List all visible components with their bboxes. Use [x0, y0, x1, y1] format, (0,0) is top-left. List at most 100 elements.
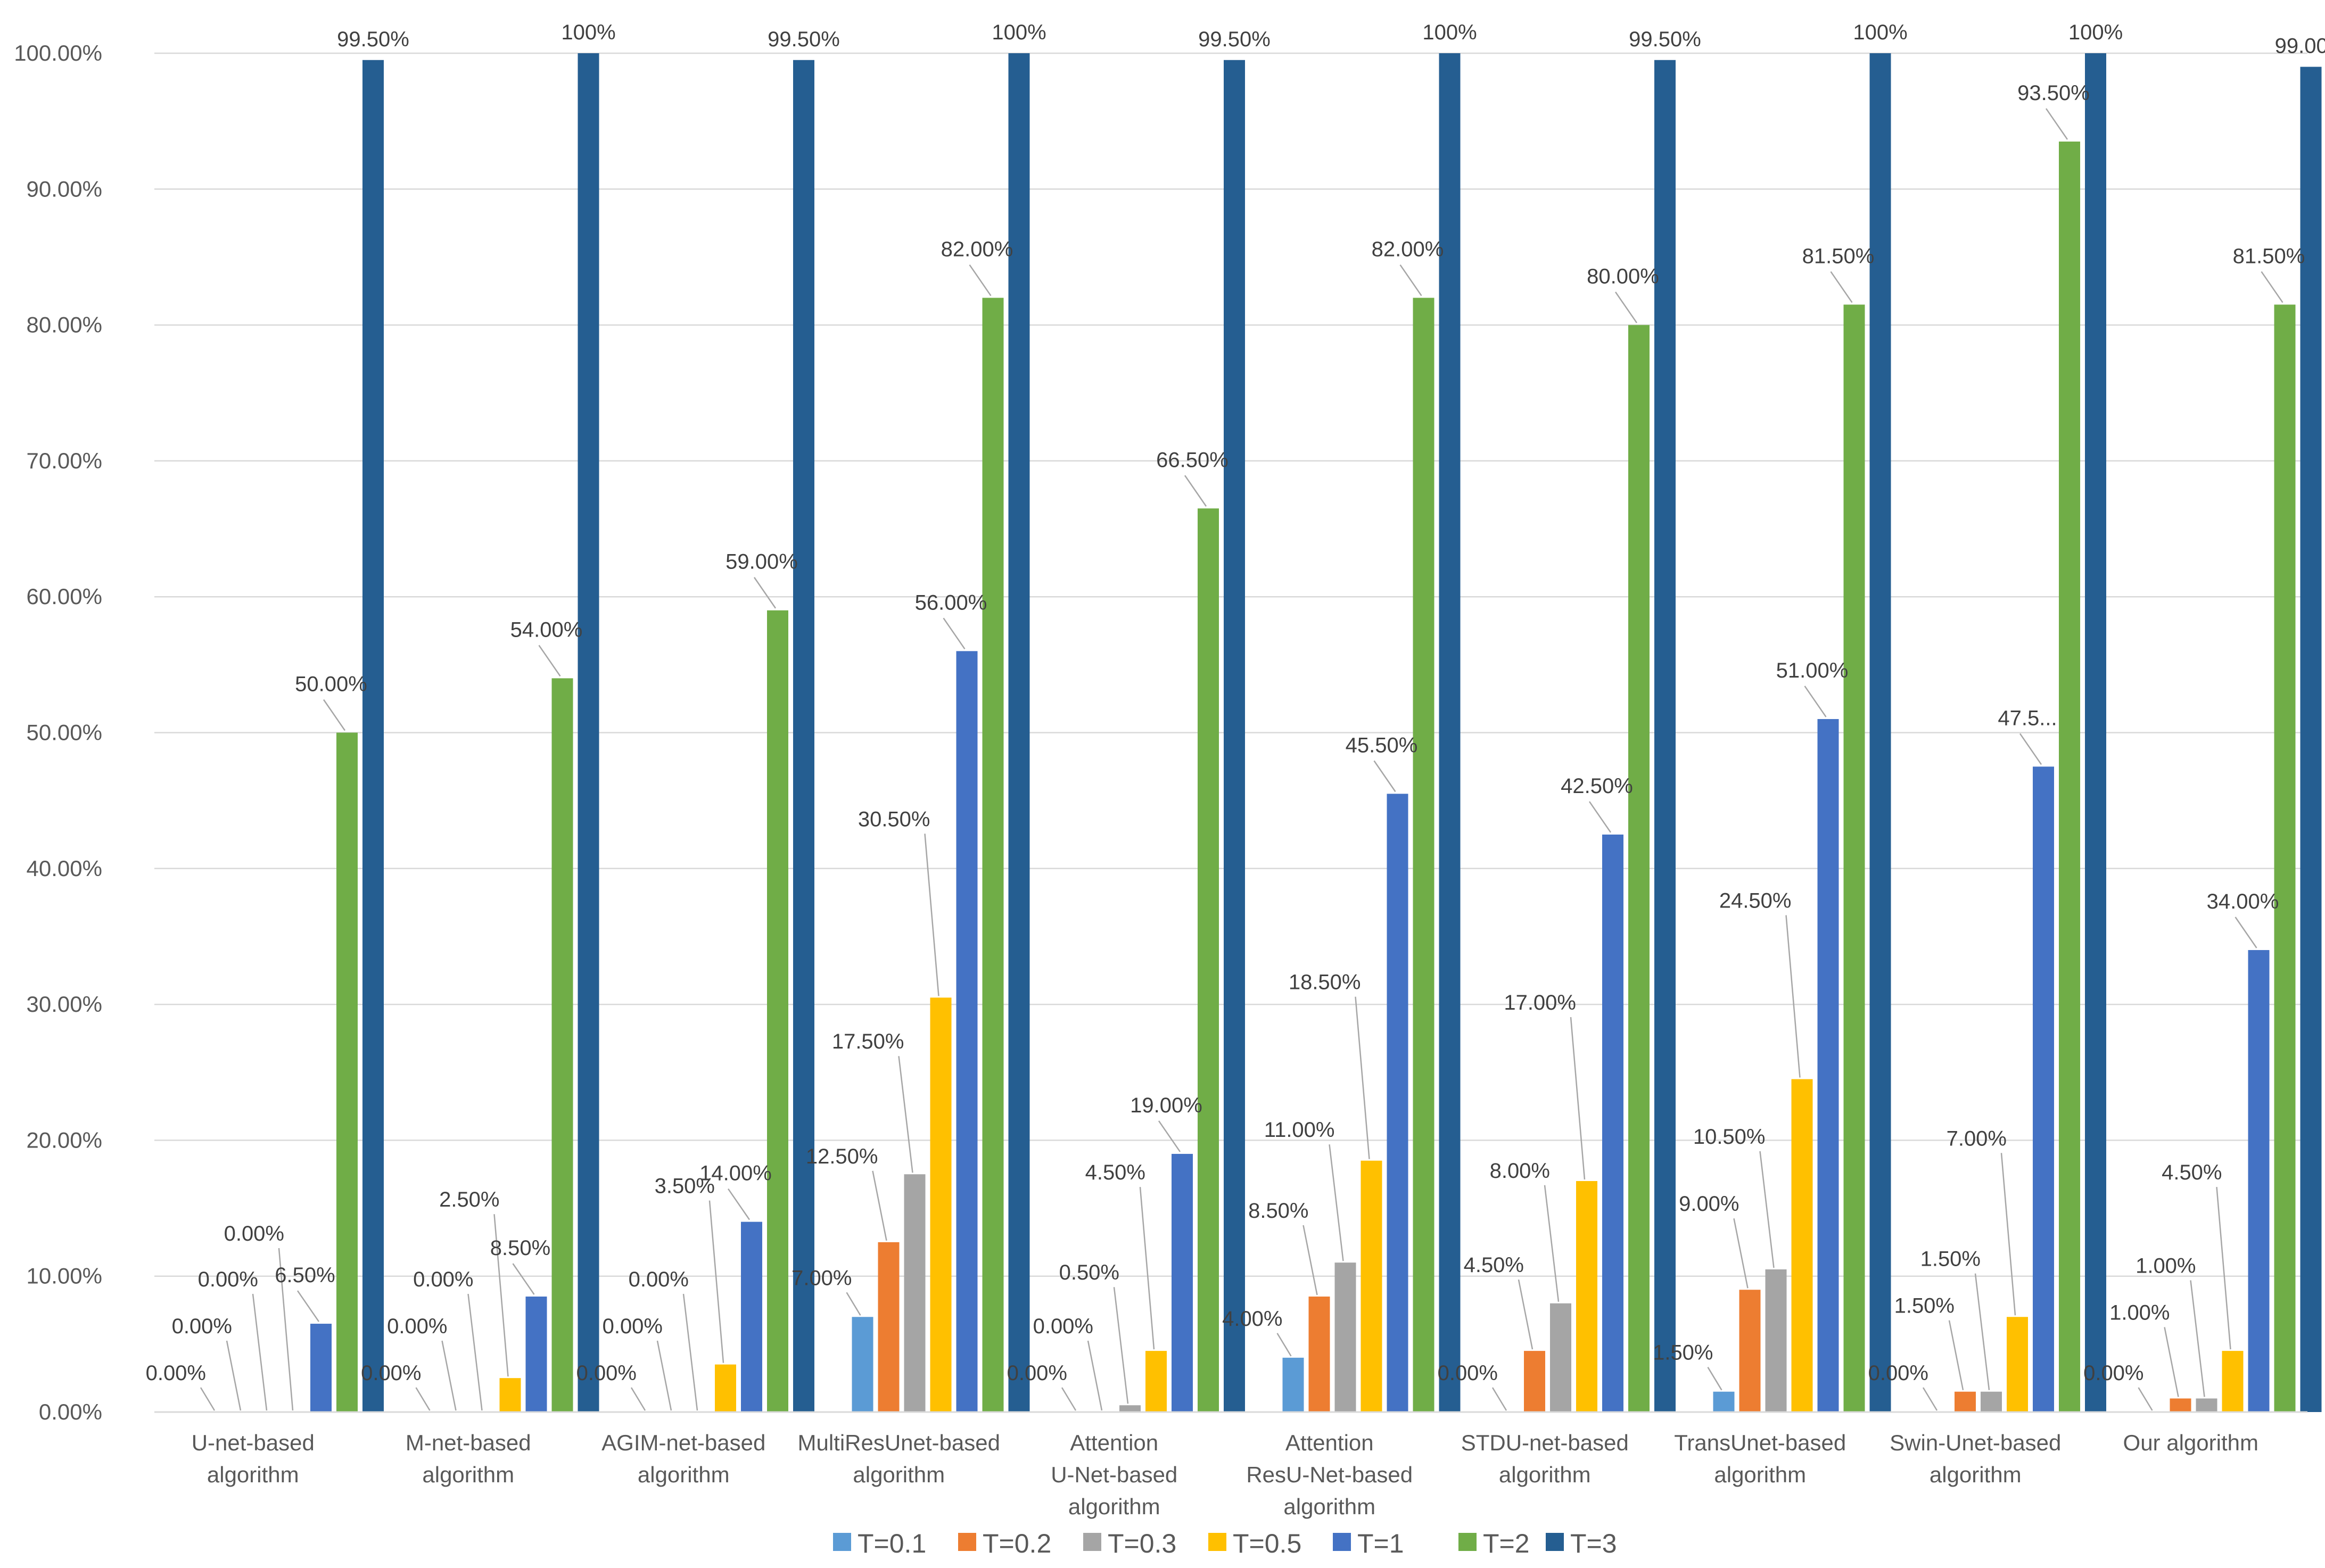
leader-line: [1329, 1144, 1344, 1261]
bar-t-0-3-7: [1765, 1269, 1787, 1412]
data-label-t-0-3-0: 0.00%: [198, 1268, 258, 1291]
data-label-t-3-7: 100%: [1853, 21, 1907, 44]
leader-line: [1785, 915, 1801, 1078]
data-label-t-0-5-3: 30.50%: [858, 807, 930, 831]
leader-line: [1804, 686, 1827, 717]
leader-line: [1948, 1320, 1964, 1390]
y-tick-label: 70.00%: [27, 448, 102, 473]
legend-item-t-0-1: T=0.1: [833, 1529, 926, 1558]
bar-t-0-2-5: [1308, 1296, 1330, 1412]
data-label-t-0-5-4: 4.50%: [1085, 1161, 1145, 1184]
bar-t-2-1: [551, 678, 573, 1412]
bar-t-0-3-9: [2196, 1398, 2217, 1412]
y-tick-label: 40.00%: [27, 856, 102, 881]
leader-line: [2164, 1327, 2179, 1397]
bar-t-0-2-8: [1955, 1391, 1976, 1412]
leader-line: [415, 1387, 431, 1411]
data-label-t-3-6: 99.50%: [1629, 28, 1701, 51]
legend-label: T=0.1: [858, 1529, 926, 1558]
leader-line: [1061, 1387, 1077, 1411]
legend: T=0.1 T=0.2 T=0.3 T=0.5 T=1 T=2 T=3: [833, 1529, 1617, 1558]
leader-line: [2138, 1387, 2153, 1411]
legend-label: T=3: [1570, 1529, 1617, 1558]
data-label-t-1-6: 42.50%: [1561, 774, 1633, 798]
data-label-t-0-2-1: 0.00%: [387, 1315, 447, 1338]
leader-line: [1974, 1273, 1990, 1390]
leader-line: [226, 1340, 242, 1411]
data-label-t-0-5-1: 2.50%: [439, 1188, 499, 1211]
category-label: TransUnet-based algorithm: [1674, 1430, 1846, 1487]
bar-t-0-2-3: [878, 1242, 900, 1412]
legend-swatch: [1083, 1533, 1101, 1551]
data-label-t-1-0: 6.50%: [275, 1264, 335, 1287]
data-label-t-2-0: 50.00%: [295, 673, 367, 696]
leader-line: [1276, 1333, 1292, 1357]
data-label-t-1-8: 47.5...: [1998, 706, 2057, 730]
data-label-t-3-0: 99.50%: [337, 28, 409, 51]
legend-swatch: [1208, 1533, 1226, 1551]
y-tick-label: 80.00%: [27, 312, 102, 337]
leader-line: [1733, 1218, 1749, 1289]
leader-line: [1373, 760, 1396, 793]
leader-line: [278, 1248, 294, 1411]
leader-line: [512, 1263, 535, 1295]
data-label-t-2-6: 80.00%: [1587, 265, 1659, 288]
data-label-t-0-5-5: 18.50%: [1289, 971, 1361, 994]
leader-line: [1570, 1017, 1586, 1180]
leader-line: [1922, 1387, 1938, 1411]
category-label: U-net-based algorithm: [192, 1430, 315, 1487]
leader-line: [493, 1214, 509, 1377]
leader-line: [1158, 1120, 1181, 1152]
y-tick-label: 90.00%: [27, 176, 102, 201]
bar-t-3-7: [1869, 53, 1891, 1412]
data-label-t-0-2-0: 0.00%: [172, 1315, 232, 1338]
data-label-t-0-5-9: 4.50%: [2162, 1161, 2222, 1184]
leader-line: [1544, 1185, 1560, 1302]
bar-t-0-5-6: [1576, 1181, 1597, 1412]
bar-t-0-5-4: [1145, 1351, 1167, 1412]
bar-t-3-4: [1224, 60, 1245, 1413]
leader-line: [2000, 1153, 2016, 1316]
data-label-t-0-1-2: 0.00%: [576, 1361, 637, 1385]
data-label-t-0-5-6: 17.00%: [1504, 991, 1576, 1014]
data-label-t-0-5-8: 7.00%: [1947, 1127, 2007, 1150]
leader-line: [1355, 996, 1370, 1159]
data-label-t-3-3: 100%: [992, 21, 1046, 44]
data-label-t-3-8: 100%: [2068, 21, 2123, 44]
legend-item-t-2: T=2: [1458, 1529, 1530, 1558]
bar-t-0-3-3: [904, 1174, 926, 1412]
data-label-t-0-1-9: 0.00%: [2083, 1361, 2143, 1385]
bar-t-1-9: [2248, 950, 2270, 1412]
bar-t-3-5: [1439, 53, 1461, 1412]
data-label-t-2-7: 81.50%: [1802, 244, 1875, 268]
category-label: STDU-net-based algorithm: [1461, 1430, 1629, 1487]
bar-t-0-3-4: [1119, 1405, 1141, 1412]
data-label-t-3-5: 100%: [1422, 21, 1477, 44]
category-label: Attention U-Net-based algorithm: [1051, 1430, 1177, 1519]
leader-line: [1588, 801, 1612, 833]
leader-line: [1759, 1151, 1775, 1268]
data-label-t-3-9: 99.00%: [2275, 35, 2325, 58]
legend-swatch: [1546, 1533, 1564, 1551]
bar-t-2-0: [336, 732, 358, 1412]
data-label-t-0-2-5: 8.50%: [1248, 1199, 1308, 1223]
data-label-t-0-1-4: 0.00%: [1007, 1361, 1067, 1385]
data-label-t-1-9: 34.00%: [2207, 890, 2279, 913]
category-label: MultiResUnet-based algorithm: [797, 1430, 1000, 1487]
leader-line: [1614, 291, 1638, 324]
data-label-t-2-4: 66.50%: [1156, 448, 1229, 472]
bar-t-1-2: [741, 1222, 762, 1412]
leader-line: [252, 1293, 268, 1411]
y-tick-label: 30.00%: [27, 992, 102, 1017]
data-label-t-2-5: 82.00%: [1372, 238, 1444, 261]
y-tick-label: 10.00%: [27, 1264, 102, 1289]
bar-t-1-7: [1817, 719, 1839, 1412]
bar-t-0-2-9: [2170, 1398, 2191, 1412]
bar-t-1-5: [1387, 794, 1408, 1412]
data-label-t-1-4: 19.00%: [1130, 1094, 1202, 1117]
leader-line: [200, 1387, 216, 1411]
data-label-t-0-5-2: 3.50%: [655, 1175, 715, 1198]
leader-line: [2261, 271, 2283, 303]
leader-line: [846, 1292, 861, 1316]
